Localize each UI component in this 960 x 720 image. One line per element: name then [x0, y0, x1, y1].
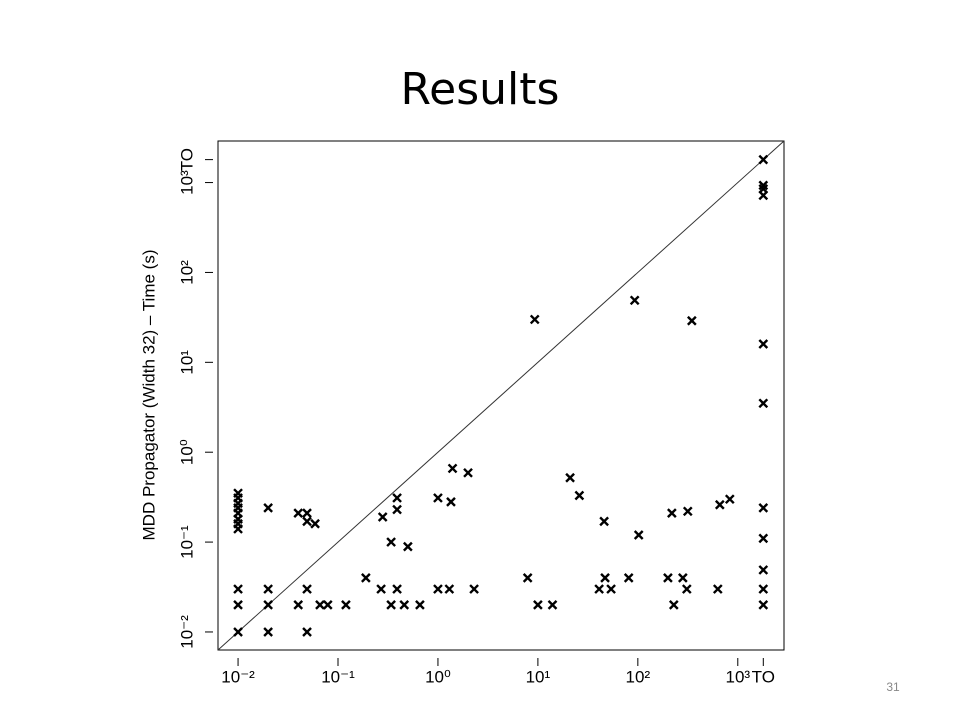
point	[686, 315, 697, 326]
point	[446, 497, 456, 507]
x-tick-label: 10¹	[526, 667, 551, 686]
point	[233, 600, 243, 610]
point	[444, 584, 455, 594]
point	[302, 627, 312, 637]
point	[433, 584, 443, 594]
x-tick-label: 10²	[626, 667, 651, 686]
point	[758, 154, 769, 165]
point	[663, 573, 673, 583]
y-tick-label: 10¹	[177, 350, 196, 375]
point	[341, 600, 351, 610]
point	[463, 467, 473, 478]
diagonal	[217, 140, 785, 651]
point	[758, 180, 769, 191]
point	[606, 584, 616, 594]
point	[682, 506, 693, 517]
point	[574, 490, 585, 501]
point	[600, 573, 610, 583]
point	[263, 584, 273, 594]
point	[758, 190, 769, 201]
point	[469, 584, 479, 594]
point	[724, 494, 735, 505]
point	[302, 516, 312, 527]
y-tick-label: 10²	[177, 260, 196, 285]
point	[758, 503, 769, 513]
point	[758, 533, 769, 544]
plot-frame	[217, 140, 785, 651]
point	[361, 573, 371, 583]
point	[565, 472, 575, 483]
point	[529, 314, 540, 325]
point	[758, 584, 769, 594]
point	[233, 488, 243, 499]
point	[433, 493, 443, 503]
point	[415, 600, 425, 610]
x-tick-label: 10⁻¹	[321, 667, 355, 686]
y-tick-label: 10⁻²	[177, 615, 196, 649]
slide-title: Results	[401, 64, 560, 115]
point	[263, 503, 273, 513]
point	[758, 339, 769, 349]
y-tick-label: 10³	[177, 170, 196, 195]
point	[633, 530, 644, 540]
point	[758, 398, 769, 409]
point	[681, 584, 692, 594]
point	[667, 508, 677, 518]
point	[386, 600, 396, 610]
point	[233, 627, 243, 637]
point	[315, 600, 325, 610]
point	[533, 600, 543, 610]
point	[392, 504, 402, 515]
point	[399, 600, 410, 610]
point	[522, 573, 533, 583]
point	[302, 508, 312, 518]
point	[293, 600, 304, 610]
x-tick-label: TO	[752, 667, 775, 686]
y-tick-label: TO	[177, 148, 196, 171]
point	[599, 516, 609, 527]
point	[233, 584, 243, 594]
point	[263, 627, 273, 637]
x-tick-label: 10⁻²	[221, 667, 255, 686]
y-tick-label: 10⁰	[177, 439, 196, 465]
point	[322, 600, 333, 610]
point	[712, 584, 723, 594]
x-tick-label: 10⁰	[425, 667, 451, 686]
point	[547, 600, 558, 610]
point	[302, 584, 312, 594]
point	[392, 493, 402, 503]
y-tick-label: 10⁻¹	[177, 525, 196, 559]
slide-number: 31	[886, 680, 900, 694]
x-tick-label: 10³	[725, 667, 750, 686]
point	[447, 463, 458, 474]
point	[403, 541, 413, 552]
point	[310, 518, 320, 529]
point	[629, 295, 640, 306]
point	[714, 499, 725, 510]
point	[758, 565, 769, 575]
point	[377, 512, 388, 522]
point	[623, 573, 634, 583]
point	[376, 584, 386, 594]
point	[293, 508, 304, 518]
point	[263, 600, 273, 610]
point	[677, 573, 688, 583]
y-axis-label: MDD Propagator (Width 32) – Time (s)	[139, 250, 158, 541]
point	[594, 584, 604, 594]
point	[386, 537, 396, 547]
point	[392, 584, 402, 594]
point	[758, 600, 769, 610]
point	[668, 600, 679, 610]
